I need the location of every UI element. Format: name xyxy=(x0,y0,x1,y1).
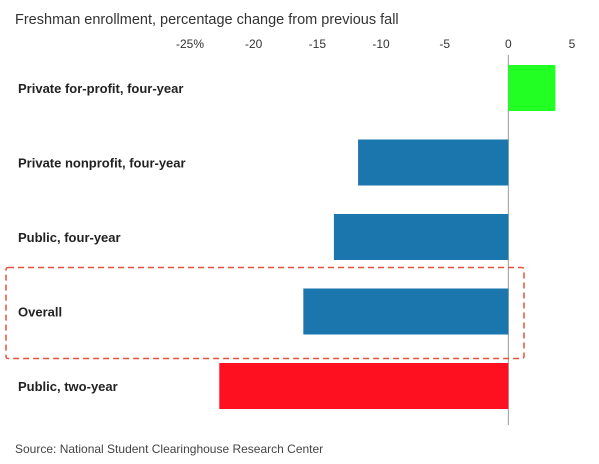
x-tick-label: -10 xyxy=(372,37,390,51)
x-tick-label: -20 xyxy=(245,37,263,51)
overall-highlight-box xyxy=(5,266,525,360)
bars xyxy=(219,65,556,409)
x-axis-ticks: -25% -20 -15 -10 -5 0 5 xyxy=(176,37,576,51)
bar xyxy=(333,214,509,260)
x-tick-label: -5 xyxy=(439,37,450,51)
x-tick-label: -25% xyxy=(176,37,204,51)
category-label: Overall xyxy=(18,305,62,320)
x-tick-label: 0 xyxy=(505,37,512,51)
bar xyxy=(219,363,509,409)
category-label: Public, two-year xyxy=(18,379,118,394)
bar xyxy=(508,65,556,111)
category-label: Public, four-year xyxy=(18,230,121,245)
category-labels: Private for-profit, four-year Private non… xyxy=(18,81,186,394)
x-tick-label: 5 xyxy=(569,37,576,51)
source-note: Source: National Student Clearinghouse R… xyxy=(15,442,323,456)
category-label: Private nonprofit, four-year xyxy=(18,156,186,171)
bar xyxy=(358,139,509,186)
x-tick-label: -15 xyxy=(309,37,327,51)
chart-title: Freshman enrollment, percentage change f… xyxy=(15,12,399,28)
category-label: Private for-profit, four-year xyxy=(18,81,183,96)
bar xyxy=(303,288,509,335)
